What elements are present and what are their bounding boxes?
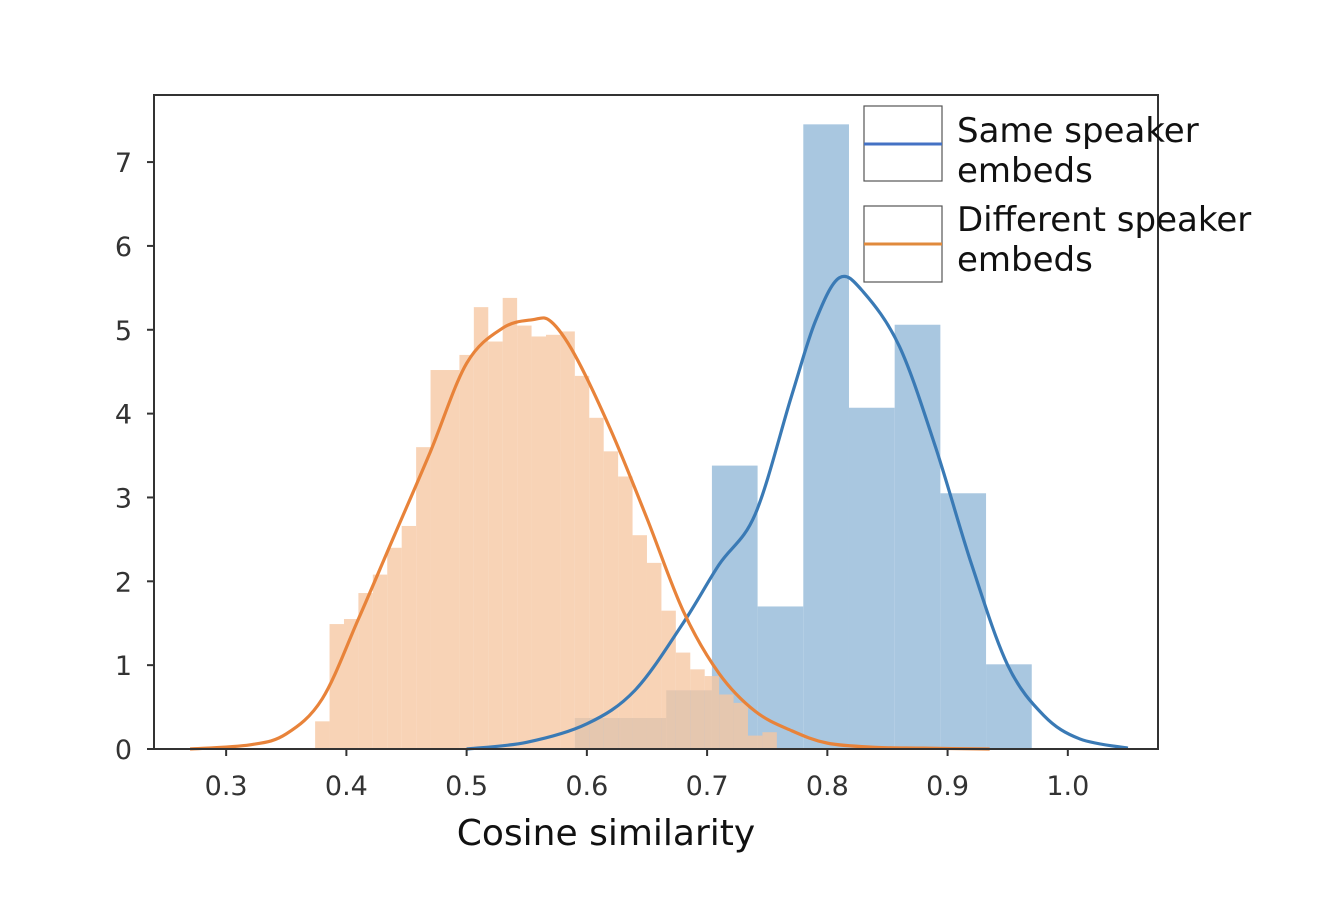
x-tick-label: 0.3 (205, 771, 248, 802)
different-speaker-bar (574, 375, 590, 749)
same-speaker-bar (940, 493, 987, 749)
y-tick-label: 7 (115, 148, 132, 179)
x-tick-label: 0.9 (926, 771, 969, 802)
different-speaker-bar (416, 447, 431, 749)
same-speaker-kde-line (466, 274, 1129, 751)
different-speaker-bar (589, 417, 604, 749)
y-axis-ticks: 0 1 2 3 4 5 6 7 (115, 148, 154, 766)
different-speaker-bar (401, 525, 417, 749)
y-tick-label: 1 (115, 651, 132, 682)
plot-frame (153, 94, 1159, 750)
y-tick-label: 2 (115, 567, 132, 598)
x-axis-label: Cosine similarity (457, 813, 755, 854)
same-speaker-bar (986, 664, 1032, 749)
x-tick-label: 0.6 (565, 771, 608, 802)
different-speaker-bar (646, 562, 662, 749)
same-speaker-bar (894, 324, 941, 749)
different-speaker-bar (603, 451, 619, 749)
different-speaker-bar (733, 702, 748, 749)
same-speaker-bar (757, 606, 804, 749)
different-speaker-bar (560, 331, 575, 749)
x-tick-label: 0.5 (445, 771, 488, 802)
different-speaker-bar (531, 336, 546, 749)
legend: Same speaker embeds Different speaker em… (863, 105, 1251, 283)
y-tick-label: 6 (115, 232, 132, 263)
different-speaker-bar (444, 370, 460, 749)
x-tick-label: 0.7 (686, 771, 729, 802)
legend-label-same-speaker-line1: Same speaker (957, 111, 1199, 151)
different-speaker-bar (704, 676, 720, 749)
legend-label-different-speaker-line1: Different speaker (957, 200, 1251, 240)
same-speaker-bar (803, 124, 849, 750)
kde-curves (189, 274, 1129, 751)
y-tick-label: 5 (115, 316, 132, 347)
different-speaker-bar (762, 732, 777, 749)
legend-label-different-speaker-line2: embeds (957, 240, 1093, 280)
x-tick-label: 0.4 (325, 771, 368, 802)
different-speaker-bar (618, 476, 633, 749)
different-speaker-bar (719, 694, 734, 749)
different-speaker-bar (488, 341, 503, 749)
different-speaker-bar (473, 307, 489, 749)
different-speaker-bar (675, 652, 691, 749)
different-speaker-bar (430, 370, 445, 749)
different-speaker-bar (329, 624, 344, 749)
x-tick-label: 0.8 (806, 771, 849, 802)
different-speaker-bar (387, 547, 402, 749)
different-speaker-bar (343, 619, 359, 749)
different-speaker-bar (502, 297, 518, 749)
different-speaker-bar (372, 574, 388, 749)
y-tick-label: 4 (115, 400, 132, 431)
different-speaker-bar (661, 610, 676, 749)
y-tick-label: 0 (115, 735, 132, 766)
legend-label-same-speaker-line2: embeds (957, 151, 1093, 191)
different-speaker-bar (690, 669, 705, 749)
x-axis-ticks: 0.3 0.4 0.5 0.6 0.7 0.8 0.9 1.0 (205, 749, 1089, 802)
different-speaker-bar (315, 721, 330, 749)
same-speaker-bar (848, 407, 895, 749)
different-speaker-bar (545, 334, 561, 749)
different-speaker-kde-line (189, 316, 990, 751)
different-speaker-bar (517, 325, 532, 749)
y-tick-label: 3 (115, 483, 132, 514)
x-tick-label: 1.0 (1046, 771, 1089, 802)
different-speaker-bar (747, 735, 763, 749)
different-speaker-bar (459, 354, 474, 749)
different-speaker-bar (632, 535, 647, 749)
different-speaker-series (315, 297, 777, 749)
different-speaker-bar (358, 593, 373, 749)
